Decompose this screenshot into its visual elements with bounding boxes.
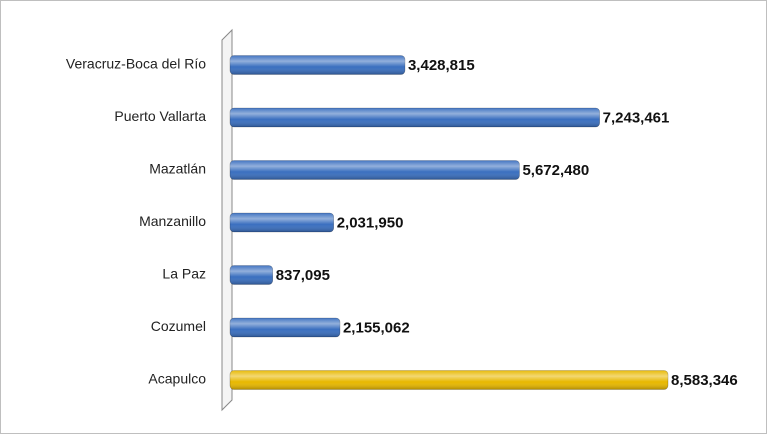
- axis-wall: [221, 28, 233, 412]
- category-label: La Paz: [162, 266, 206, 282]
- bar-highlight: [230, 108, 600, 127]
- value-label: 5,672,480: [522, 162, 589, 179]
- value-label: 2,031,950: [337, 214, 404, 231]
- bar-highlight: [230, 213, 334, 232]
- category-label: Mazatlán: [149, 161, 206, 177]
- category-label: Manzanillo: [139, 213, 206, 229]
- value-label: 8,583,346: [671, 372, 738, 389]
- bar-highlight: [230, 160, 520, 180]
- value-label: 837,095: [276, 267, 330, 284]
- category-label: Cozumel: [151, 318, 206, 334]
- category-label: Veracruz-Boca del Río: [66, 56, 206, 72]
- bar-highlight: [230, 370, 668, 390]
- category-label: Acapulco: [148, 371, 206, 387]
- bar-highlight: [230, 265, 273, 285]
- value-label: 7,243,461: [603, 109, 670, 126]
- bar-highlight: [230, 318, 340, 337]
- value-label: 2,155,062: [343, 319, 410, 336]
- category-label: Puerto Vallarta: [114, 108, 206, 124]
- value-label: 3,428,815: [408, 57, 475, 74]
- bar-highlight: [230, 55, 405, 75]
